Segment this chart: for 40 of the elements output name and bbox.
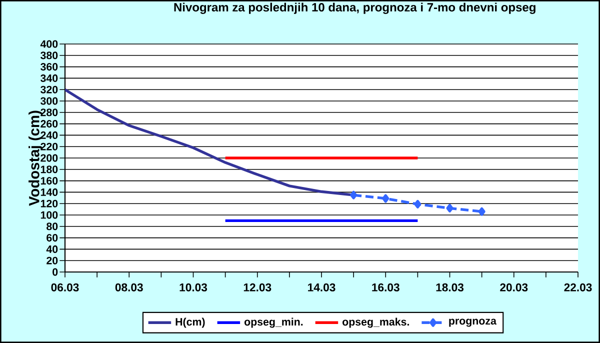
y-tick-label: 320: [40, 86, 58, 94]
y-tick-label: 60: [46, 234, 58, 242]
legend-label: H(cm): [176, 318, 205, 328]
x-tick-label: 06.03: [51, 283, 79, 292]
legend-label: prognoza: [449, 318, 497, 327]
x-tick-label: 12.03: [244, 283, 272, 292]
y-tick-label: 360: [40, 63, 58, 71]
y-tick-label: 240: [40, 131, 58, 139]
point: [382, 194, 390, 203]
y-tick-label: 340: [40, 74, 58, 82]
y-tick-label: 380: [40, 52, 58, 60]
y-tick-label: 100: [40, 211, 58, 219]
y-tick-label: 200: [40, 154, 58, 162]
y-tick-label: 160: [40, 177, 58, 185]
x-tick-label: 16.03: [372, 283, 400, 292]
x-tick-label: 08.03: [115, 283, 143, 292]
y-tick-label: 140: [40, 188, 58, 196]
y-tick-label: 220: [40, 142, 58, 150]
x-tick-label: 10.03: [180, 283, 208, 292]
point: [478, 207, 486, 216]
y-tick-label: 80: [46, 222, 58, 230]
y-tick-label: 260: [40, 120, 58, 128]
x-tick-label: 18.03: [436, 283, 464, 292]
y-tick-label: 280: [40, 108, 58, 116]
y-tick-label: 300: [40, 97, 58, 105]
y-tick-label: 180: [40, 166, 58, 174]
y-tick-label: 40: [46, 245, 58, 253]
y-tick-label: 20: [46, 256, 58, 264]
x-tick-label: 22.03: [564, 283, 592, 292]
y-tick-label: 400: [40, 40, 58, 48]
y-tick-label: 0: [52, 268, 58, 276]
legend-label: opseg_maks.: [342, 318, 409, 328]
point: [446, 204, 454, 212]
point: [350, 190, 358, 200]
legend-label: opseg_min.: [244, 318, 303, 328]
x-tick-label: 20.03: [500, 283, 528, 292]
point: [414, 200, 422, 208]
x-tick-label: 14.03: [308, 283, 336, 292]
chart-title: Nivogram za poslednjih 10 dana, prognoza i 7-mo dnevni opseg: [174, 2, 536, 14]
y-tick-label: 120: [40, 200, 58, 208]
